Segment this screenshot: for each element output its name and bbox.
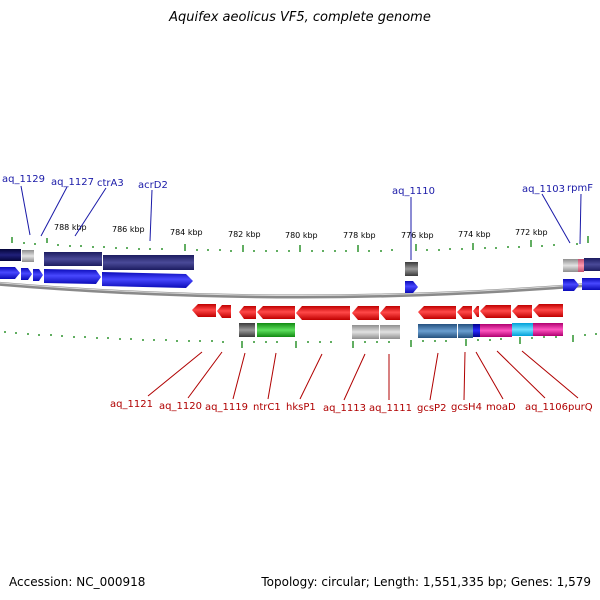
reverse-gene-arrow	[418, 306, 456, 319]
scale-label: 788 kbp	[54, 223, 87, 232]
gene-box	[458, 324, 473, 338]
scale-label: 778 kbp	[343, 231, 376, 240]
top-leader-lines	[20, 185, 582, 260]
gene-box	[380, 325, 400, 339]
scale-label: 786 kbp	[112, 225, 145, 234]
gene-label-bottom: purQ	[568, 402, 593, 413]
forward-gene-arrow	[0, 267, 20, 279]
gene-box	[405, 262, 418, 276]
scale-label: 780 kbp	[285, 231, 318, 240]
scale-label: 776 kbp	[401, 231, 434, 240]
accession-label: Accession: NC_000918	[9, 575, 146, 589]
gene-box	[22, 250, 34, 262]
genome-backbone-highlight	[0, 282, 600, 296]
gene-label-top: rpmF	[567, 183, 593, 194]
reverse-gene-arrow	[296, 306, 350, 320]
gene-label-bottom: gcsP2	[417, 403, 446, 414]
gene-label-top: aq_1103	[522, 184, 565, 195]
gene-label-top: ctrA3	[97, 178, 124, 189]
scale-label: 774 kbp	[458, 230, 491, 239]
gene-label-bottom: aq_1121	[110, 399, 153, 410]
gene-box	[584, 258, 600, 271]
gene-label-bottom: aq_1111	[369, 403, 412, 414]
gene-box	[257, 323, 295, 337]
gene-label-bottom: aq_1119	[205, 402, 248, 413]
gene-box	[533, 323, 563, 336]
gene-label-bottom: moaD	[486, 402, 516, 413]
scale-label: 772 kbp	[515, 228, 548, 237]
genome-summary: Topology: circular; Length: 1,551,335 bp…	[261, 575, 591, 589]
reverse-gene-arrow	[380, 306, 400, 320]
forward-gene-arrow	[33, 269, 43, 281]
gene-box	[473, 324, 480, 337]
gene-label-top: aq_1129	[2, 174, 45, 185]
gene-box	[480, 324, 512, 337]
gene-label-top: acrD2	[138, 180, 168, 191]
gene-box	[563, 259, 578, 272]
gene-box	[352, 325, 379, 339]
reverse-gene-track	[192, 304, 563, 320]
reverse-gene-arrow	[457, 306, 472, 319]
reverse-gene-arrow	[239, 306, 256, 319]
gene-box	[44, 252, 102, 266]
map-title: Aquifex aeolicus VF5, complete genome	[169, 10, 431, 25]
reverse-gene-arrow	[512, 305, 532, 318]
reverse-gene-arrow	[257, 306, 295, 319]
forward-gene-arrow	[563, 279, 579, 291]
forward-gene-track	[0, 267, 600, 293]
bottom-annotation-track	[239, 323, 563, 339]
scale-label: 782 kbp	[228, 230, 261, 239]
reverse-gene-arrow	[352, 306, 379, 320]
reverse-gene-arrow	[192, 304, 216, 317]
forward-gene-arrow	[405, 281, 418, 293]
gene-box	[103, 255, 194, 270]
gene-box	[418, 324, 457, 338]
forward-gene-arrow	[21, 268, 32, 280]
top-annotation-track	[0, 249, 600, 276]
reverse-gene-arrow	[480, 305, 511, 318]
gene-label-top: aq_1110	[392, 186, 435, 197]
gene-box	[0, 249, 21, 261]
reverse-gene-arrow	[473, 306, 479, 317]
gene-label-bottom: gcsH4	[451, 402, 482, 413]
forward-gene-arrow	[102, 272, 193, 288]
gene-label-bottom: aq_1106	[525, 402, 568, 413]
scale-label: 784 kbp	[170, 228, 203, 237]
reverse-gene-arrow	[217, 305, 231, 318]
forward-gene-arrow	[44, 269, 101, 284]
gene-label-bottom: aq_1120	[159, 401, 202, 412]
forward-gene-arrow	[582, 278, 600, 290]
bottom-leader-lines	[147, 350, 579, 401]
gene-box	[578, 259, 584, 272]
inner-tick-ring	[4, 331, 597, 348]
gene-box	[239, 323, 255, 337]
gene-box	[512, 323, 533, 336]
outer-tick-ring	[11, 236, 589, 252]
gene-label-bottom: hksP1	[286, 402, 316, 413]
gene-label-bottom: aq_1113	[323, 403, 366, 414]
reverse-gene-arrow	[533, 304, 563, 317]
gene-label-top: aq_1127	[51, 177, 94, 188]
genome-backbone	[0, 281, 600, 299]
gene-label-bottom: ntrC1	[253, 402, 281, 413]
